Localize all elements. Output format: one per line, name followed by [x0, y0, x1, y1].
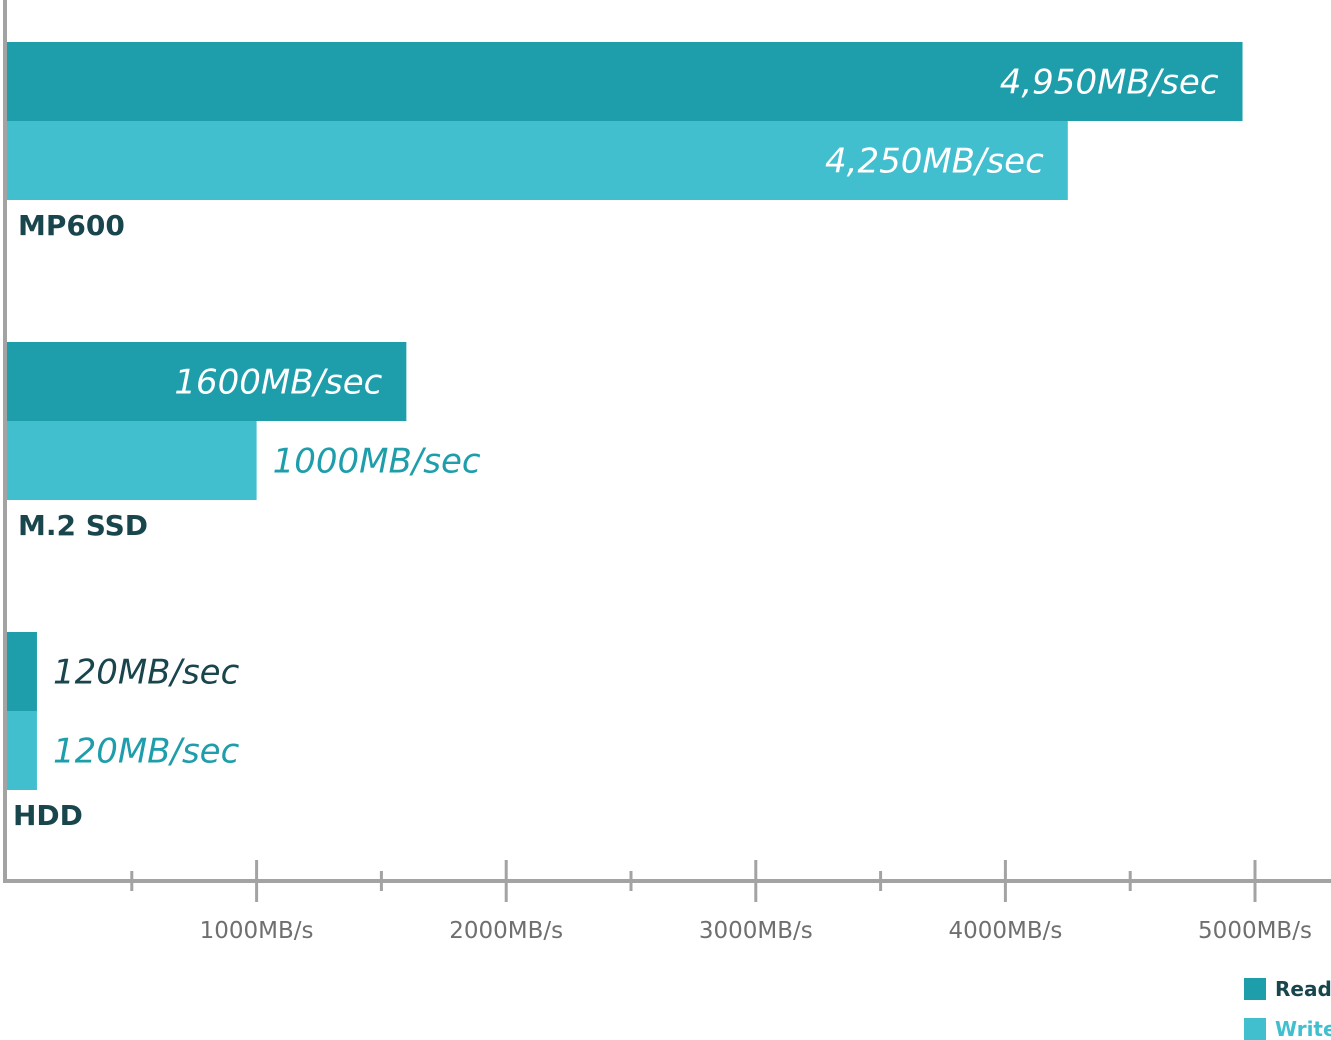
- category-label: M.2 SSD: [18, 509, 148, 542]
- legend-label-read: Read: [1275, 977, 1331, 1001]
- x-tick-label: 2000MB/s: [449, 918, 563, 944]
- legend-swatch-read: [1244, 978, 1266, 1000]
- bar-write: [7, 711, 37, 790]
- bar-value-label: 1000MB/sec: [273, 442, 481, 482]
- legend-swatch-write: [1244, 1018, 1266, 1040]
- x-tick-label: 1000MB/s: [200, 918, 314, 944]
- x-tick-label: 3000MB/s: [699, 918, 813, 944]
- bar-value-label: 4,250MB/sec: [825, 142, 1044, 182]
- legend-label-write: Write: [1275, 1017, 1331, 1040]
- bar-value-label: 4,950MB/sec: [1000, 63, 1219, 103]
- category-label: HDD: [13, 799, 83, 832]
- bar-value-label: 120MB/sec: [53, 653, 240, 693]
- bar-value-label: 120MB/sec: [53, 732, 240, 772]
- bar-value-label: 1600MB/sec: [174, 363, 382, 403]
- bar-read: [7, 632, 37, 711]
- bar-write: [7, 121, 1068, 200]
- x-tick-label: 4000MB/s: [948, 918, 1062, 944]
- category-label: MP600: [18, 209, 125, 242]
- bar-read: [7, 42, 1243, 121]
- x-tick-label: 5000MB/s: [1198, 918, 1312, 944]
- bar-read: [7, 342, 407, 421]
- bar-write: [7, 421, 257, 500]
